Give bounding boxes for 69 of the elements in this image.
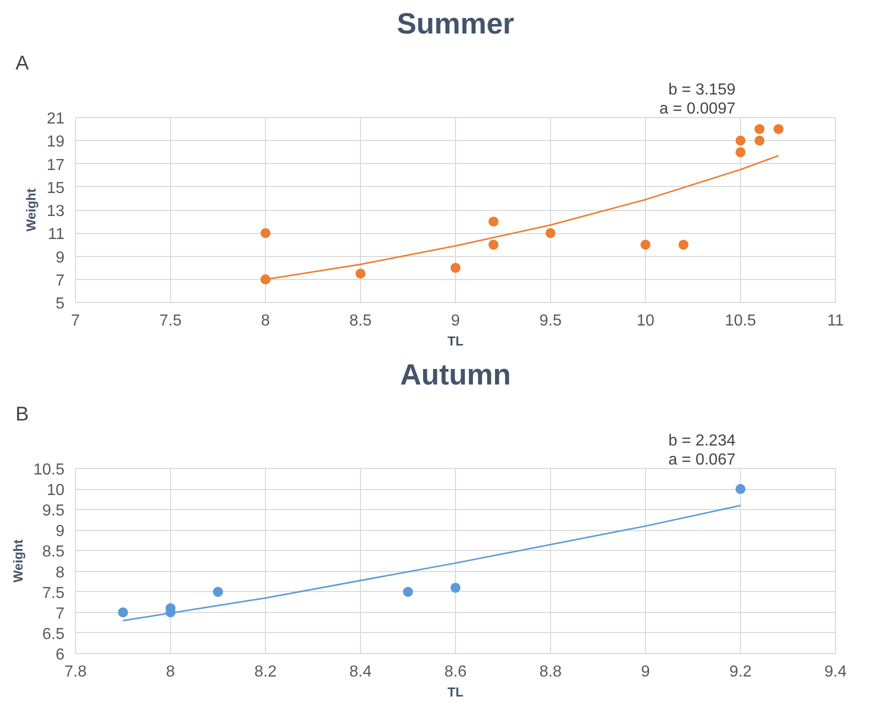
point	[640, 240, 650, 250]
y-axis-title: Weight	[24, 188, 39, 232]
y-tick-label: 10.5	[33, 462, 65, 478]
point	[260, 274, 270, 284]
text: b = 3.159	[668, 82, 736, 98]
x-tick-label: 9.5	[539, 312, 562, 330]
x-tick-label: 8.2	[254, 664, 277, 680]
y-tick-label: 11	[48, 226, 65, 244]
line-series	[122, 504, 742, 622]
y-tick-label: 9	[56, 249, 65, 266]
point	[774, 124, 784, 134]
point	[736, 147, 746, 158]
y-tick-label: 6.5	[42, 626, 65, 643]
y-tick-label: 21	[46, 110, 65, 128]
y-tick-label: 17	[46, 156, 65, 174]
x-tick-label: 8.4	[349, 664, 372, 680]
x-tick-label: 8	[261, 312, 270, 330]
y-tick-label: 19	[46, 134, 65, 151]
x-tick-label: 7.5	[159, 312, 182, 330]
x-tick-label: 8	[166, 664, 176, 680]
y-tick-label: 6	[56, 646, 65, 664]
x-tick-label: 7.8	[64, 664, 87, 680]
y-tick-label: 5	[56, 296, 65, 312]
x-tick-label: 9	[451, 312, 460, 330]
y-tick-label: 9.5	[42, 502, 65, 520]
x-tick-label: 8.8	[539, 664, 562, 680]
x-tick-label: 9.4	[824, 664, 847, 680]
point	[260, 228, 270, 238]
x-tick-label: 11	[827, 312, 844, 330]
point	[403, 586, 413, 597]
point	[754, 136, 764, 146]
y-tick-label: 8.5	[42, 544, 65, 561]
x-tick-label: 10.5	[724, 312, 756, 330]
point	[356, 268, 366, 279]
text: B	[16, 404, 29, 426]
point	[754, 124, 764, 134]
x-axis-title: TL	[448, 334, 464, 348]
y-tick-label: 7	[56, 272, 65, 290]
x-tick-label: 8.6	[444, 664, 467, 680]
y-tick-label: 7	[56, 605, 65, 622]
point	[213, 586, 223, 597]
chart-title: Autumn	[400, 358, 511, 392]
y-tick-label: 8	[56, 564, 65, 582]
text: a = 0.067	[668, 452, 736, 468]
point	[546, 228, 556, 238]
point	[736, 136, 746, 146]
y-tick-label: 7.5	[42, 584, 65, 602]
text: A	[16, 52, 30, 74]
y-tick-label: 13	[46, 203, 65, 220]
y-axis-title: Weight	[10, 538, 26, 583]
point	[678, 240, 688, 250]
x-axis-title: TL	[448, 684, 464, 700]
text: b = 2.234	[668, 432, 736, 450]
x-tick-label: 9	[641, 664, 650, 680]
y-tick-label: 15	[46, 180, 65, 197]
point	[450, 582, 460, 593]
point	[118, 607, 128, 618]
point	[488, 216, 498, 227]
chart-title: Summer	[396, 8, 514, 40]
point	[736, 484, 746, 494]
x-tick-label: 10	[636, 312, 654, 330]
x-tick-label: 7	[71, 312, 80, 330]
y-tick-label: 10	[46, 482, 65, 500]
x-tick-label: 9.2	[729, 664, 752, 680]
x-tick-label: 8.5	[349, 312, 372, 330]
point	[450, 262, 460, 273]
y-tick-label: 9	[56, 523, 65, 540]
point	[488, 240, 498, 250]
annotation: a = 0.0097	[659, 100, 736, 118]
